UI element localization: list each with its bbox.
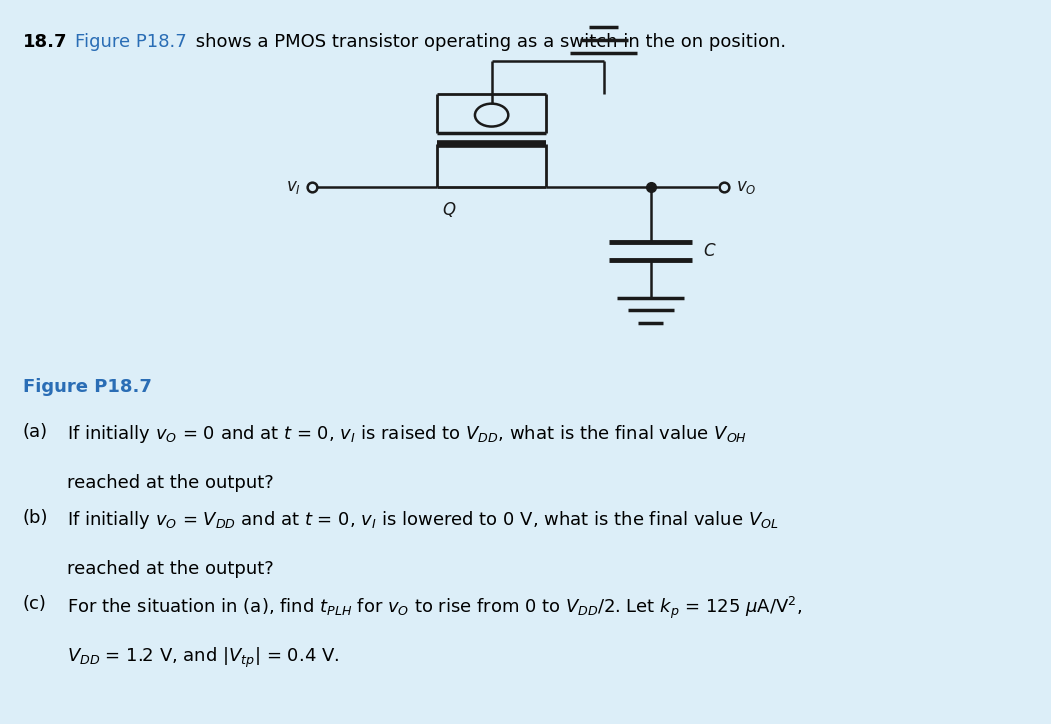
Text: If initially $v_O$ = $V_{DD}$ and at $t$ = 0, $v_I$ is lowered to 0 V, what is t: If initially $v_O$ = $V_{DD}$ and at $t$… <box>66 509 779 531</box>
Text: $Q$: $Q$ <box>442 200 456 219</box>
Text: For the situation in (a), find $t_{PLH}$ for $v_O$ to rise from 0 to $V_{DD}$/2.: For the situation in (a), find $t_{PLH}$… <box>66 594 802 621</box>
Text: Figure P18.7: Figure P18.7 <box>75 33 187 51</box>
Text: Figure P18.7: Figure P18.7 <box>23 378 151 396</box>
Text: $v_I$: $v_I$ <box>286 177 302 195</box>
Text: reached at the output?: reached at the output? <box>66 560 273 578</box>
Text: reached at the output?: reached at the output? <box>66 474 273 492</box>
Text: (c): (c) <box>23 594 47 613</box>
Text: (b): (b) <box>23 509 48 527</box>
Text: (a): (a) <box>23 423 48 441</box>
Text: 18.7: 18.7 <box>23 33 67 51</box>
Text: $V_{DD}$ = 1.2 V, and $|V_{tp}|$ = 0.4 V.: $V_{DD}$ = 1.2 V, and $|V_{tp}|$ = 0.4 V… <box>66 646 339 670</box>
Text: $C$: $C$ <box>703 242 717 260</box>
Text: shows a PMOS transistor operating as a switch in the on position.: shows a PMOS transistor operating as a s… <box>190 33 786 51</box>
Text: If initially $v_O$ = 0 and at $t$ = 0, $v_I$ is raised to $V_{DD}$, what is the : If initially $v_O$ = 0 and at $t$ = 0, $… <box>66 423 747 445</box>
Text: $v_O$: $v_O$ <box>736 177 757 195</box>
